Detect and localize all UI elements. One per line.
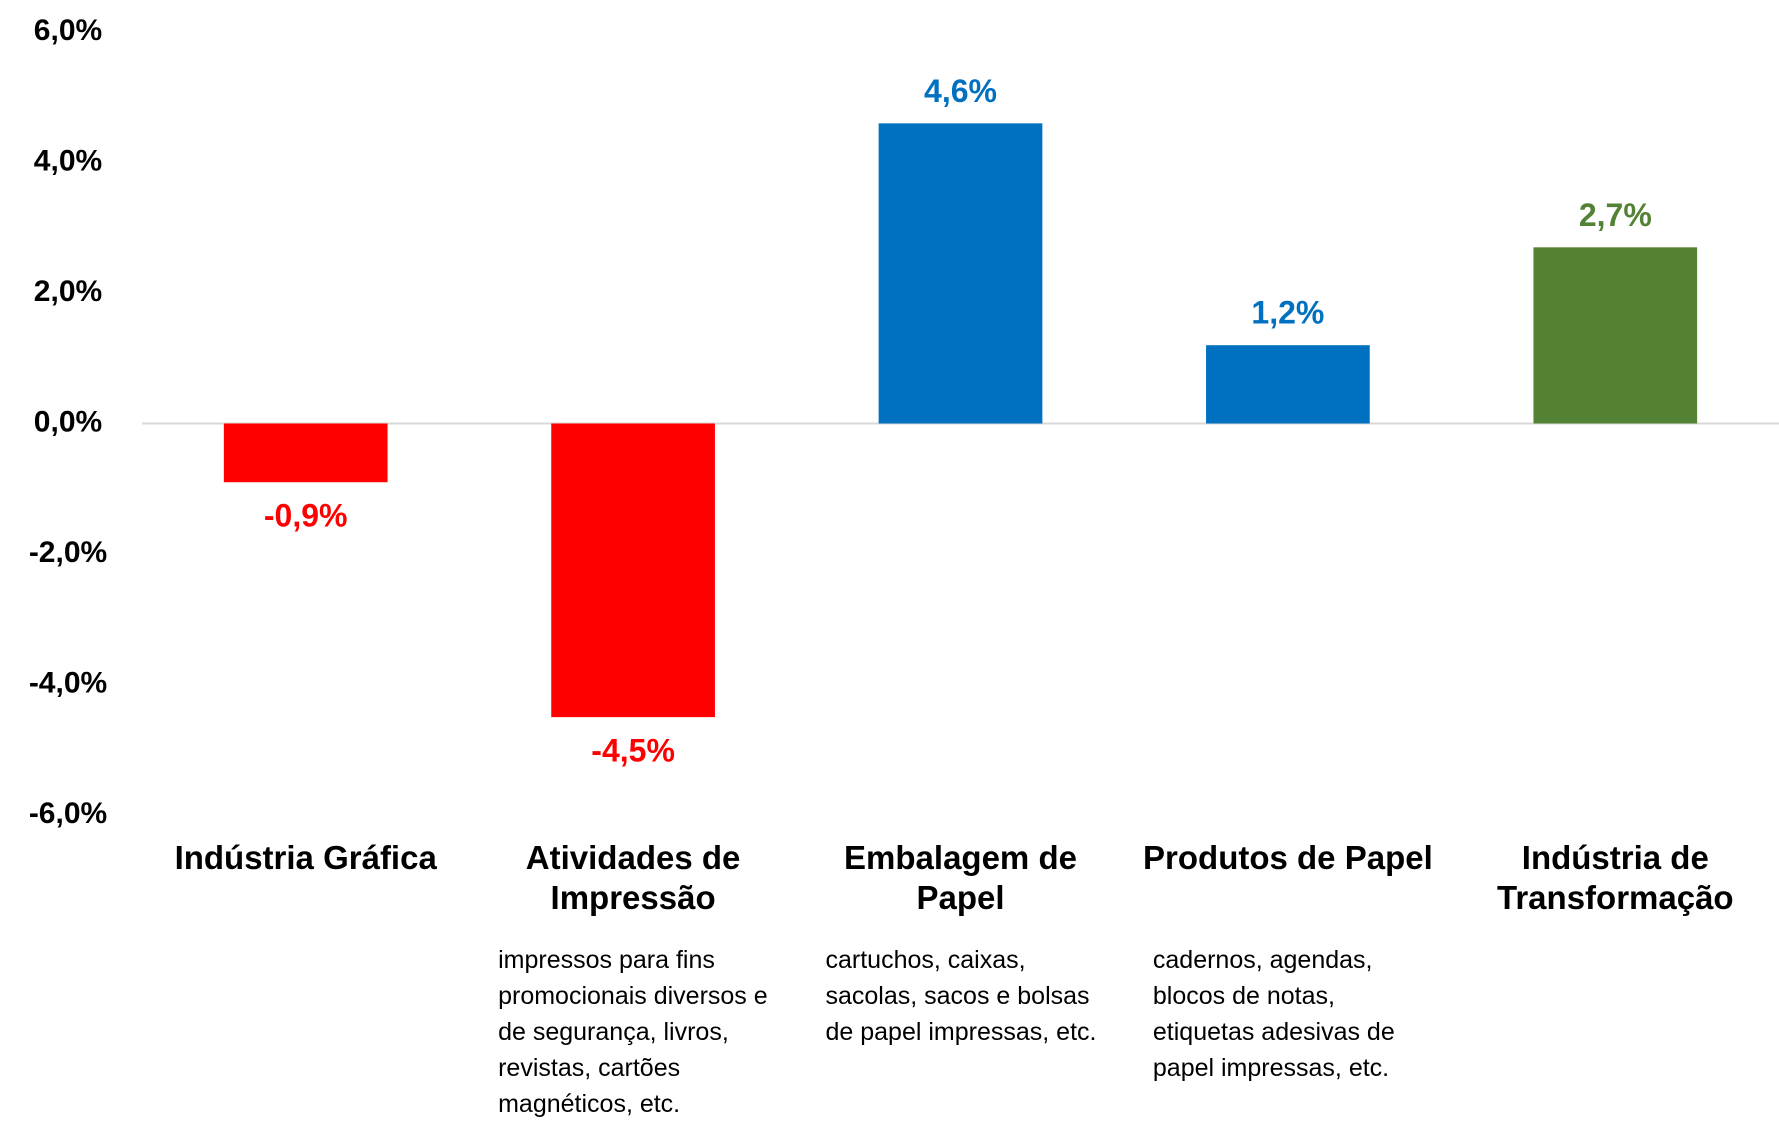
y-tick-label: 2,0%: [34, 275, 102, 308]
x-tick-label: Indústria Gráfica: [174, 839, 437, 876]
bar: [1533, 247, 1698, 424]
bar: [223, 423, 388, 483]
y-tick-label: -4,0%: [29, 666, 107, 699]
x-tick-label: Produtos de Papel: [1143, 839, 1433, 876]
data-label: 4,6%: [924, 73, 997, 109]
y-tick-label: -6,0%: [29, 797, 107, 830]
data-label: 1,2%: [1251, 295, 1324, 331]
y-tick-label: 6,0%: [34, 14, 102, 47]
y-tick-label: 0,0%: [34, 405, 102, 438]
x-tick-label: Indústria de Transformação: [1497, 839, 1734, 916]
x-tick-label: Atividades de Impressão: [525, 839, 741, 916]
data-label: -0,9%: [264, 498, 348, 534]
data-label: 2,7%: [1579, 197, 1652, 233]
bar: [551, 423, 715, 718]
bar: [878, 123, 1043, 424]
data-label: -4,5%: [591, 733, 675, 769]
category-description: impressos para fins promocionais diverso…: [498, 946, 768, 1118]
category-description: cadernos, agendas, blocos de notas, etiq…: [1152, 946, 1395, 1082]
y-tick-label: 4,0%: [34, 144, 102, 177]
category-description: cartuchos, caixas, sacolas, sacos e bols…: [825, 946, 1097, 1046]
bar: [1206, 345, 1370, 424]
x-tick-label: Embalagem de Papel: [844, 839, 1077, 916]
y-tick-label: -2,0%: [29, 536, 107, 569]
